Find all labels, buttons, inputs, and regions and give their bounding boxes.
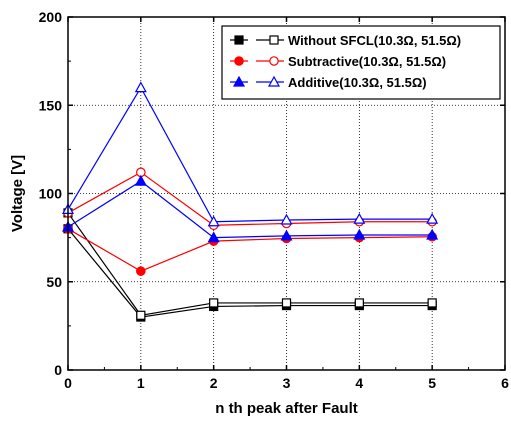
series-line: [67, 86, 433, 223]
legend-marker-open: [269, 56, 279, 66]
data-point: [426, 212, 439, 224]
y-tick-label: 0: [54, 362, 62, 378]
legend-marker-filled: [234, 56, 244, 66]
data-point: [134, 81, 147, 93]
legend-label: Without SFCL(10.3Ω, 51.5Ω): [288, 33, 461, 48]
y-axis-label: Voltage [V]: [9, 155, 26, 232]
x-tick-label: 2: [210, 375, 218, 391]
data-point: [427, 298, 437, 308]
legend-marker-open: [269, 35, 279, 45]
y-tick-label: 50: [46, 274, 62, 290]
legend-item: Additive(10.3Ω, 51.5Ω): [230, 75, 427, 90]
series-additive-filled: [61, 174, 439, 243]
y-tick-label: 100: [39, 186, 63, 202]
legend-box: [221, 25, 501, 100]
x-tick-label: 1: [137, 375, 145, 391]
series-line: [67, 180, 433, 239]
series-subtractive-filled: [63, 224, 437, 276]
data-point: [426, 228, 439, 240]
x-tick-label: 3: [283, 375, 291, 391]
series-without-open: [63, 208, 437, 320]
x-tick-label: 0: [64, 375, 72, 391]
legend-label: Subtractive(10.3Ω, 51.5Ω): [288, 54, 446, 69]
series-line: [67, 228, 433, 318]
data-point: [136, 310, 146, 320]
legend-marker-filled: [232, 75, 246, 87]
data-point: [207, 215, 220, 227]
x-tick-label: 5: [428, 375, 436, 391]
series-line: [67, 212, 433, 316]
data-point: [354, 298, 364, 308]
data-point: [353, 228, 366, 240]
series-layer: [61, 81, 439, 322]
legend-marker-open: [267, 75, 281, 87]
x-axis-label: n th peak after Fault: [215, 400, 358, 417]
legend-marker-filled: [234, 35, 244, 45]
legend: Without SFCL(10.3Ω, 51.5Ω) Subtractive(10…: [221, 25, 501, 100]
data-point: [280, 229, 293, 241]
data-point: [281, 298, 292, 308]
data-point: [136, 266, 146, 276]
legend-label: Additive(10.3Ω, 51.5Ω): [288, 75, 427, 90]
data-point: [209, 298, 219, 308]
legend-item: Without SFCL(10.3Ω, 51.5Ω): [230, 33, 461, 48]
series-line: [67, 228, 433, 272]
series-line: [67, 171, 433, 226]
y-tick-label: 150: [39, 97, 63, 113]
legend-item: Subtractive(10.3Ω, 51.5Ω): [230, 54, 446, 69]
x-tick-label: 4: [355, 375, 363, 391]
series-additive-open: [61, 81, 439, 227]
axis-ticks: 0 1 2 3 4 5 6 0 50 100 150 200: [39, 9, 509, 391]
y-tick-label: 200: [39, 9, 63, 25]
x-tick-label: 6: [501, 375, 509, 391]
data-point: [134, 174, 147, 186]
data-point: [353, 212, 366, 224]
data-point: [207, 231, 220, 243]
data-point: [280, 213, 293, 225]
